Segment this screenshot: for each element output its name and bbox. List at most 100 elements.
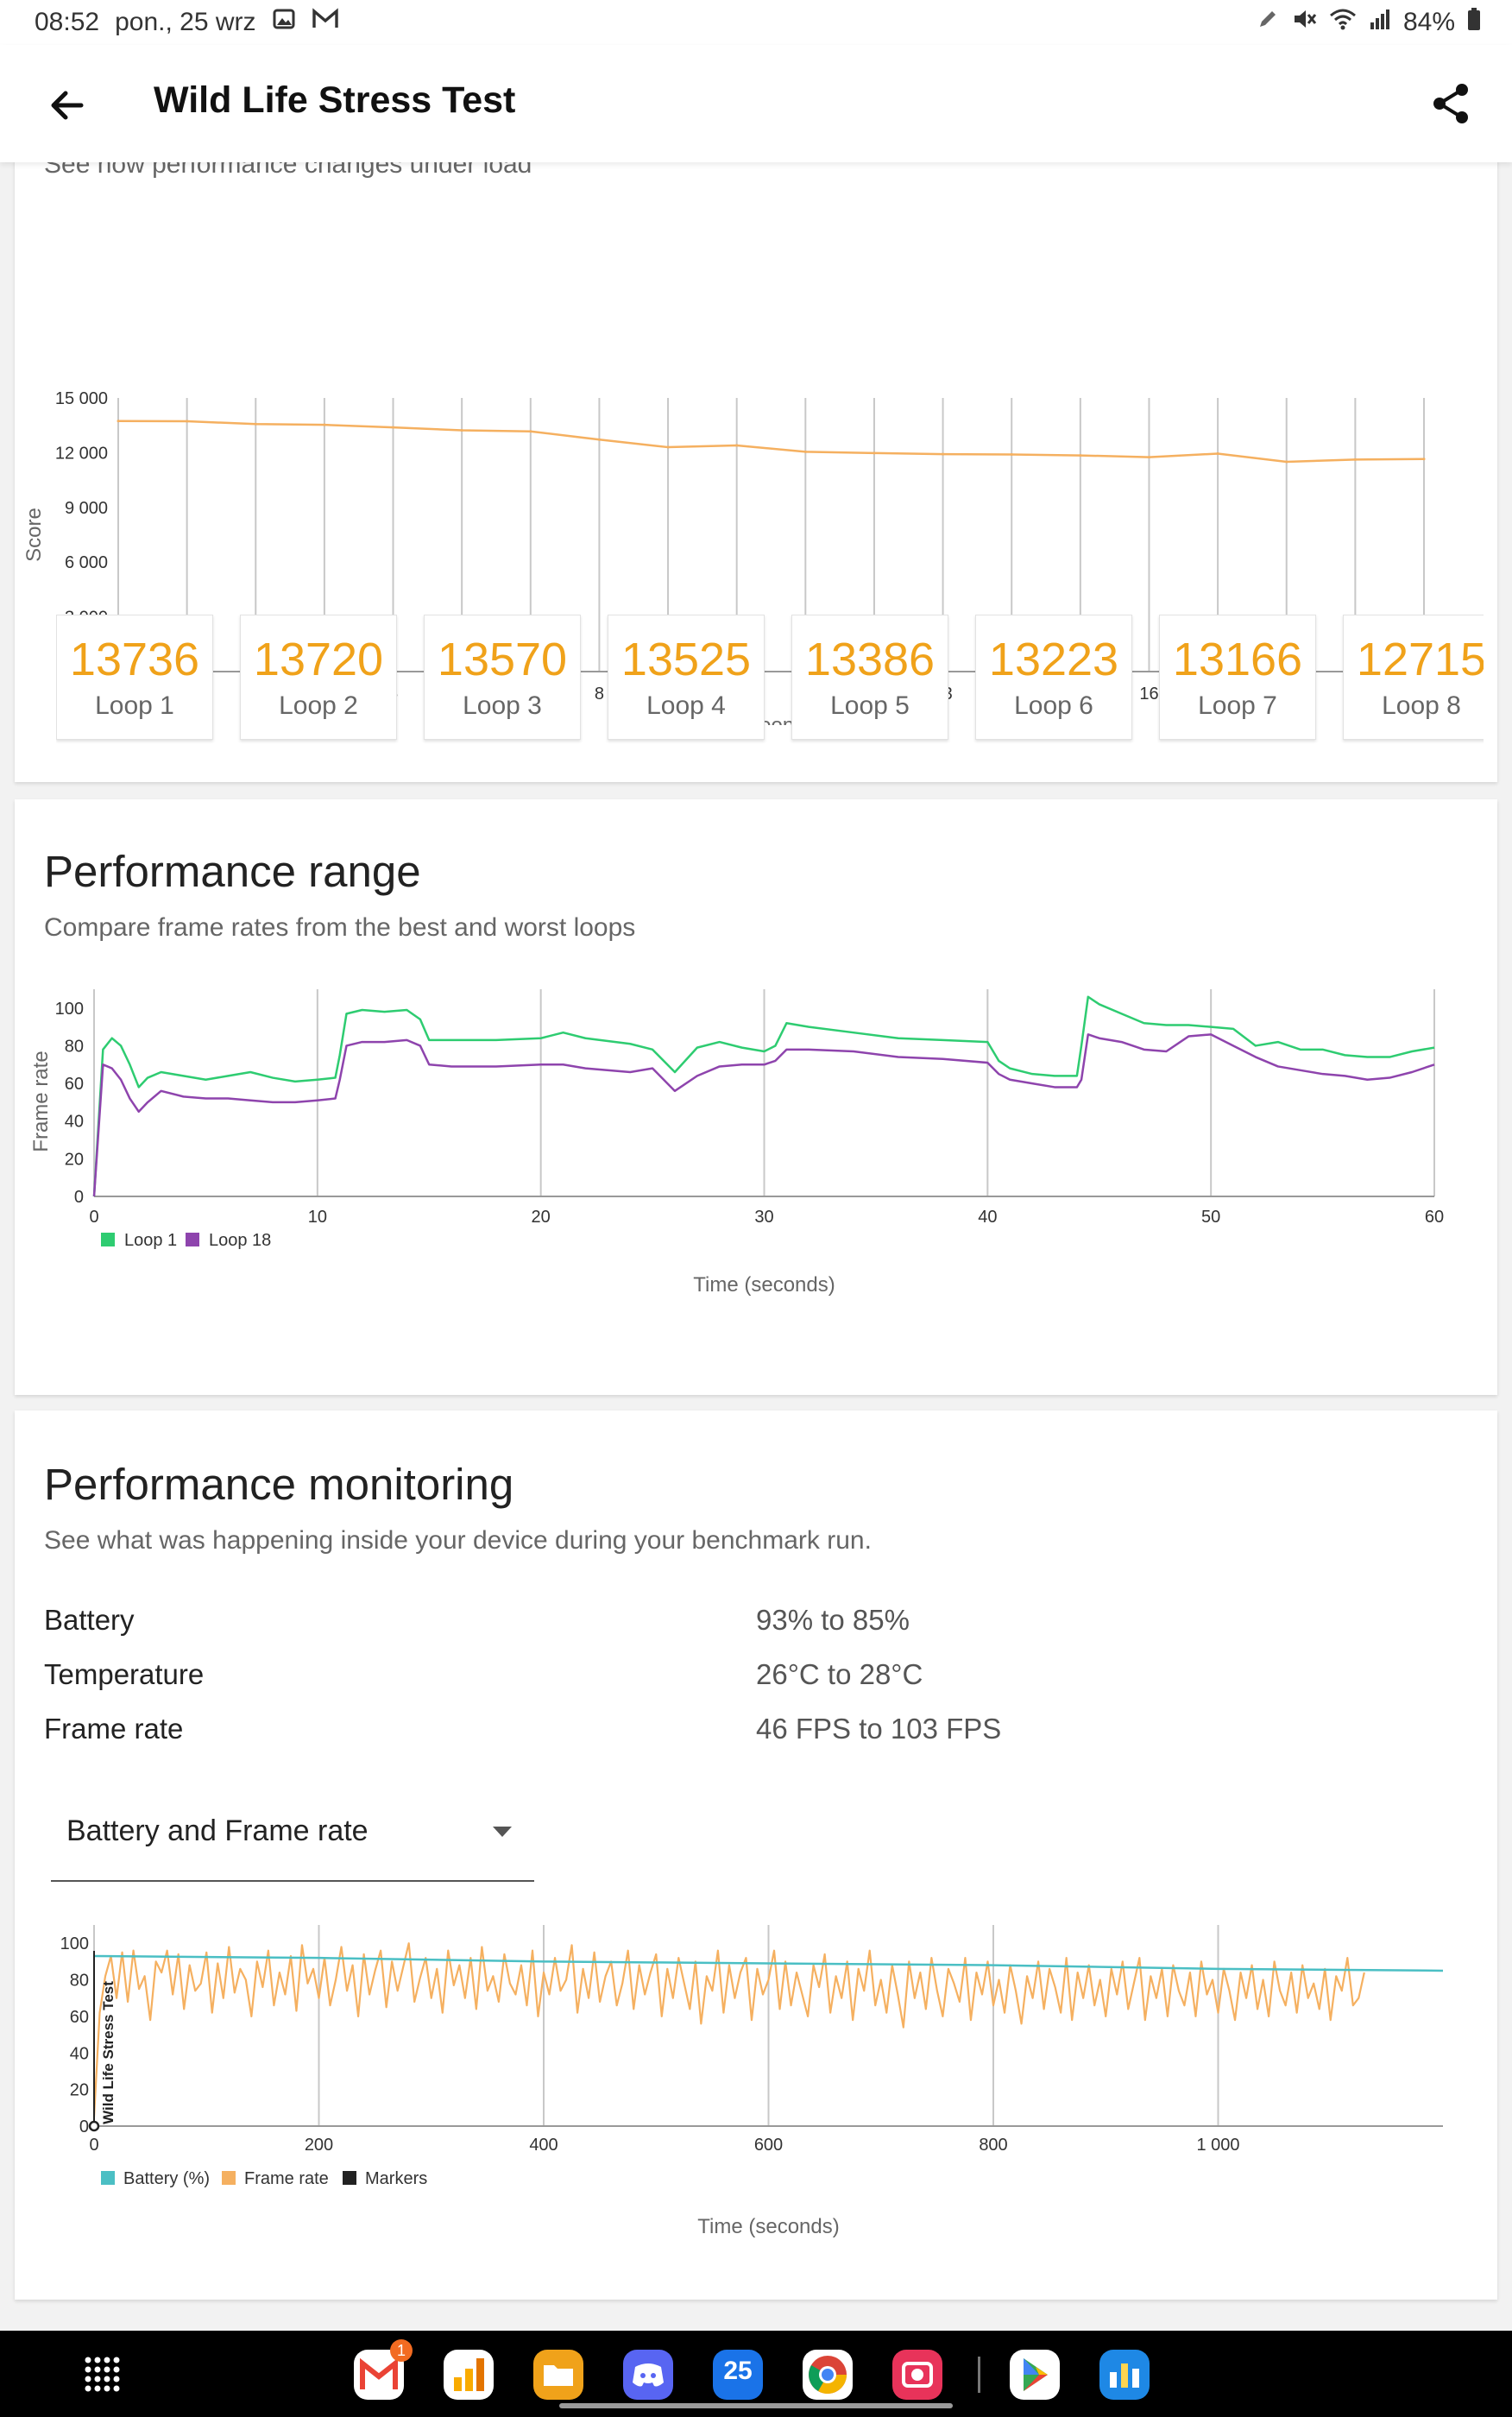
loop-label: Loop 7 [1198, 691, 1277, 720]
legend-swatch [186, 1233, 199, 1246]
loop-tile[interactable]: 13736 Loop 1 [56, 615, 213, 740]
signal-icon [1369, 7, 1391, 38]
y-tick-label: 0 [79, 2117, 89, 2136]
battery-value: 93% to 85% [756, 1604, 910, 1636]
legend-swatch [101, 1233, 115, 1246]
marker-point [88, 2120, 100, 2132]
score-point [1010, 453, 1013, 457]
score-point [873, 451, 876, 455]
y-tick-label: 20 [65, 1150, 84, 1169]
chrome-app-icon[interactable] [803, 2350, 853, 2400]
loop-scores-strip[interactable]: 13736 Loop 1 13720 Loop 2 13570 Loop 3 1352… [56, 615, 1484, 753]
legend-swatch [222, 2171, 236, 2185]
loop-score: 13736 [69, 634, 200, 685]
score-point [597, 438, 601, 441]
performance-range-title: Performance range [44, 847, 421, 896]
loop-label: Loop 1 [95, 691, 174, 720]
score-point [942, 452, 945, 456]
loop-score: 13720 [253, 634, 384, 685]
score-point [186, 420, 189, 423]
loop-score: 13166 [1172, 634, 1303, 685]
back-arrow-icon[interactable] [43, 81, 91, 129]
loop-label: Loop 3 [463, 691, 542, 720]
x-tick-label: 800 [979, 2136, 1007, 2155]
score-point [1353, 458, 1357, 461]
y-tick-label: 80 [65, 1037, 84, 1056]
score-point [392, 426, 395, 429]
loop-label: Loop 2 [279, 691, 358, 720]
x-tick-label: 1 000 [1196, 2136, 1239, 2155]
score-series-line [117, 420, 1425, 464]
performance-range-card: Performance range Compare frame rates fr… [15, 799, 1497, 1395]
frame-rate-label: Frame rate [44, 1713, 184, 1745]
calendar-app-icon[interactable]: 25 [713, 2350, 763, 2400]
score-point [666, 445, 670, 449]
score-point [803, 450, 807, 453]
performance-monitoring-subtitle: See what was happening inside your devic… [44, 1526, 872, 1555]
loop-tile[interactable]: 13386 Loop 5 [791, 615, 948, 740]
y-tick-label: 15 000 [55, 389, 108, 408]
loop-tile[interactable]: 13525 Loop 4 [608, 615, 765, 740]
y-tick-label: 12 000 [55, 444, 108, 463]
gesture-handle[interactable] [559, 2403, 953, 2408]
metric-dropdown[interactable]: Battery and Frame rate [51, 1797, 534, 1882]
app-drawer-icon[interactable] [83, 2355, 121, 2393]
legend-label: Loop 18 [209, 1231, 271, 1250]
share-icon[interactable] [1427, 79, 1476, 128]
x-tick-label: 400 [529, 2136, 558, 2155]
score-point [1147, 456, 1150, 459]
battery-icon [1467, 7, 1481, 38]
x-tick-label: 60 [1425, 1208, 1444, 1227]
stability-card: See how performance changes under load 1… [15, 129, 1497, 782]
loop-tile[interactable]: 13166 Loop 7 [1159, 615, 1316, 740]
gallery-notification-icon [272, 7, 296, 38]
analytics-app-icon[interactable] [444, 2350, 494, 2400]
discord-app-icon[interactable] [623, 2350, 673, 2400]
y-tick-label: 100 [60, 1934, 89, 1953]
y-axis-title: Score [22, 508, 46, 562]
status-bar: 08:52 pon., 25 wrz 84% [0, 0, 1512, 45]
battery-percent: 84% [1402, 8, 1455, 36]
x-tick-label: 20 [532, 1208, 551, 1227]
x-tick-label: 30 [754, 1208, 773, 1227]
loop-tile[interactable]: 13720 Loop 2 [240, 615, 397, 740]
play-store-app-icon[interactable] [1010, 2350, 1060, 2400]
y-tick-label: 20 [70, 2081, 89, 2100]
loop-tile[interactable]: 12715 Loop 8 [1343, 615, 1484, 740]
battery-frame-rate-chart: 0 200 400 600 800 1 000 0 20 40 60 80 100 Wild Life … [60, 1925, 1444, 2238]
performance-monitoring-title: Performance monitoring [44, 1460, 514, 1509]
frame-rate-range-chart: 0 10 20 30 40 50 60 0 20 40 60 80 100 Frame rate Time … [29, 989, 1444, 1297]
loop-score: 13570 [437, 634, 568, 685]
y-tick-label: 60 [65, 1075, 84, 1094]
status-date: pon., 25 wrz [115, 8, 256, 36]
marker-annotation: Wild Life Stress Test [100, 1981, 117, 2124]
y-tick-label: 60 [70, 2008, 89, 2027]
loop-tile[interactable]: 13570 Loop 3 [424, 615, 581, 740]
legend-swatch [343, 2171, 356, 2185]
y-tick-label: 9 000 [65, 499, 108, 518]
y-tick-label: 80 [70, 1972, 89, 1991]
battery-line [93, 1954, 1444, 1972]
x-axis-title: Time (seconds) [693, 1273, 835, 1297]
frame-rate-line [92, 1942, 1365, 2117]
pen-icon [1257, 8, 1279, 37]
gmail-badge: 1 [390, 2339, 413, 2362]
3dmark-app-icon[interactable] [1099, 2350, 1150, 2400]
screen-recorder-app-icon[interactable] [892, 2350, 942, 2400]
loop-tile[interactable]: 13223 Loop 6 [975, 615, 1132, 740]
gmail-app-icon[interactable]: 1 [354, 2339, 413, 2400]
metric-dropdown-value: Battery and Frame rate [66, 1814, 369, 1847]
score-point [1216, 451, 1219, 455]
taskbar-divider [978, 2357, 980, 2393]
performance-monitoring-card: Performance monitoring See what was happ… [15, 1410, 1497, 2300]
wifi-icon [1329, 7, 1357, 38]
chevron-down-icon [493, 1827, 512, 1837]
score-point [117, 420, 120, 423]
temperature-label: Temperature [44, 1658, 205, 1690]
files-app-icon[interactable] [533, 2350, 583, 2400]
score-point [254, 422, 257, 426]
loop-label: Loop 5 [830, 691, 910, 720]
score-point [1079, 454, 1082, 458]
mute-icon [1291, 7, 1317, 38]
x-axis-title: Time (seconds) [697, 2215, 839, 2238]
